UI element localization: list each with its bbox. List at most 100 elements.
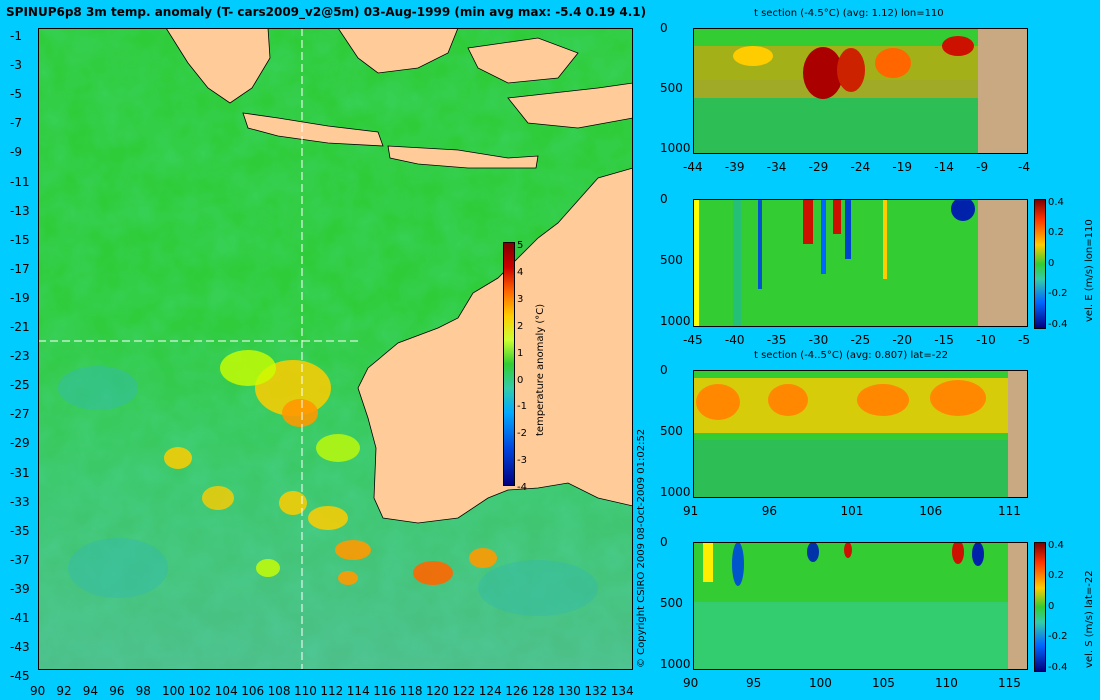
cool-patches bbox=[58, 366, 598, 616]
land bbox=[165, 27, 634, 524]
panel-colorbar-tick: 0.4 bbox=[1048, 540, 1064, 551]
lat-tick-label: -19 bbox=[10, 290, 30, 305]
panel-y-tick: 500 bbox=[660, 424, 683, 438]
panel-x-tick: -4 bbox=[1018, 160, 1030, 174]
panel-x-tick: -10 bbox=[976, 333, 996, 347]
lat-tick-label: -21 bbox=[10, 320, 30, 334]
panel-2-section bbox=[693, 197, 1028, 327]
panel-x-tick: -30 bbox=[808, 333, 829, 347]
lon-tick-label: 118 bbox=[399, 684, 423, 698]
panel-colorbar-tick: 0.2 bbox=[1048, 227, 1064, 239]
panel-colorbar-tick: 0 bbox=[1048, 257, 1055, 269]
main-colorbar-label: temperature anomaly (°C) bbox=[535, 303, 546, 436]
colorbar-tick-label: -1 bbox=[517, 401, 527, 413]
lon-tick-label: 132 bbox=[584, 684, 608, 698]
panel-x-tick: -44 bbox=[683, 160, 703, 174]
lon-tick-label: 124 bbox=[478, 684, 502, 698]
panel-x-tick: 96 bbox=[761, 504, 778, 518]
main-map-canvas bbox=[38, 27, 634, 670]
lat-tick-label: -27 bbox=[10, 407, 30, 422]
lat-tick-label: -15 bbox=[10, 232, 30, 247]
lat-tick-label: -31 bbox=[10, 465, 30, 480]
lat-tick-label: -35 bbox=[10, 523, 30, 538]
lon-tick-label: 104 bbox=[214, 684, 238, 698]
panel-3-title: t section (-4..5°C) (avg: 0.807) lat=-22 bbox=[754, 350, 949, 361]
copyright-text: © Copyright CSIRO 2009 08-Oct-2009 01:02… bbox=[636, 428, 647, 668]
lon-tick-label: 96 bbox=[109, 684, 125, 698]
warm-eddies bbox=[164, 91, 603, 585]
panel-x-tick: 106 bbox=[919, 504, 943, 518]
panel-colorbar-tick: 0 bbox=[1048, 600, 1055, 612]
main-colorbar bbox=[503, 242, 515, 486]
lat-tick-label: -33 bbox=[10, 494, 30, 509]
panel-1-section bbox=[693, 28, 1028, 154]
panel-colorbar-tick: -0.4 bbox=[1048, 661, 1068, 673]
lat-tick-label: -29 bbox=[10, 436, 30, 451]
panel-x-tick: -25 bbox=[850, 333, 871, 347]
figure-title: SPINUP6p8 3m temp. anomaly (T- cars2009_… bbox=[6, 5, 647, 19]
panel-y-tick: 1000 bbox=[660, 485, 691, 499]
lon-tick-label: 116 bbox=[373, 684, 397, 698]
lat-tick-label: -45 bbox=[10, 669, 30, 684]
lon-tick-label: 112 bbox=[320, 684, 344, 698]
colorbar-tick-label: 4 bbox=[517, 266, 524, 278]
colorbar-tick-label: -4 bbox=[517, 482, 527, 494]
lon-tick-label: 130 bbox=[558, 684, 581, 698]
lon-tick-label: 120 bbox=[426, 684, 449, 698]
colorbar-tick-label: -3 bbox=[517, 455, 527, 467]
panel-x-tick: -5 bbox=[1018, 333, 1030, 347]
lat-tick-label: -37 bbox=[10, 552, 30, 567]
panel-colorbar-tick: -0.2 bbox=[1048, 631, 1068, 643]
panel-x-tick: 100 bbox=[809, 676, 832, 690]
panel-x-tick: 91 bbox=[683, 504, 699, 518]
lat-tick-label: -1 bbox=[10, 29, 22, 43]
panel-x-tick: -34 bbox=[766, 160, 787, 174]
panel-x-tick: -19 bbox=[892, 160, 912, 174]
panel-4-colorbar bbox=[1034, 542, 1046, 672]
panel-y-tick: 1000 bbox=[660, 314, 691, 328]
panel-3-section bbox=[693, 370, 1028, 498]
panel-4-colorbar-label: vel. S (m/s) lat=-22 bbox=[1084, 570, 1095, 668]
lat-tick-label: -17 bbox=[10, 261, 30, 276]
panel-y-tick: 500 bbox=[660, 81, 683, 95]
panel-colorbar-tick: 0.4 bbox=[1048, 197, 1064, 208]
lon-tick-label: 128 bbox=[531, 684, 555, 698]
lon-tick-label: 134 bbox=[610, 684, 634, 698]
panel-y-tick: 0 bbox=[660, 192, 668, 206]
colorbar-tick-label: 2 bbox=[517, 320, 524, 332]
lon-tick-label: 100 bbox=[162, 684, 185, 698]
lat-tick-label: -9 bbox=[10, 145, 22, 160]
panel-x-tick: 115 bbox=[998, 676, 1021, 690]
panel-y-tick: 0 bbox=[660, 363, 668, 377]
panel-x-tick: -15 bbox=[934, 333, 954, 347]
panel-x-tick: 105 bbox=[872, 676, 895, 690]
main-map bbox=[38, 27, 634, 670]
panel-y-tick: 1000 bbox=[660, 141, 691, 155]
lon-tick-label: 90 bbox=[30, 684, 46, 698]
lat-tick-label: -23 bbox=[10, 349, 30, 364]
lat-tick-label: -3 bbox=[10, 58, 22, 73]
lon-tick-label: 94 bbox=[82, 684, 99, 698]
panel-y-tick: 0 bbox=[660, 21, 668, 35]
lat-tick-label: -7 bbox=[10, 116, 22, 131]
lon-tick-label: 98 bbox=[135, 684, 151, 698]
panel-y-tick: 0 bbox=[660, 535, 668, 549]
panel-x-tick: -9 bbox=[976, 160, 989, 174]
lon-tick-label: 92 bbox=[56, 684, 72, 698]
lon-tick-label: 102 bbox=[188, 684, 212, 698]
lon-tick-label: 122 bbox=[452, 684, 476, 698]
panel-y-tick: 500 bbox=[660, 596, 683, 610]
colorbar-tick-label: 5 bbox=[517, 240, 524, 251]
lat-tick-label: -25 bbox=[10, 378, 30, 393]
panel-x-tick: -24 bbox=[850, 160, 871, 174]
panel-colorbar-tick: -0.2 bbox=[1048, 288, 1068, 300]
panel-y-tick: 500 bbox=[660, 253, 683, 267]
panel-x-tick: -39 bbox=[724, 160, 745, 174]
lat-tick-label: -13 bbox=[10, 203, 30, 218]
panel-4-section bbox=[693, 540, 1028, 670]
panel-2-colorbar-label: vel. E (m/s) lon=110 bbox=[1084, 219, 1095, 322]
panel-x-tick: 90 bbox=[683, 676, 699, 690]
colorbar-tick-label: 3 bbox=[517, 293, 524, 305]
lat-tick-label: -43 bbox=[10, 640, 30, 655]
panel-colorbar-tick: -0.4 bbox=[1048, 318, 1068, 330]
